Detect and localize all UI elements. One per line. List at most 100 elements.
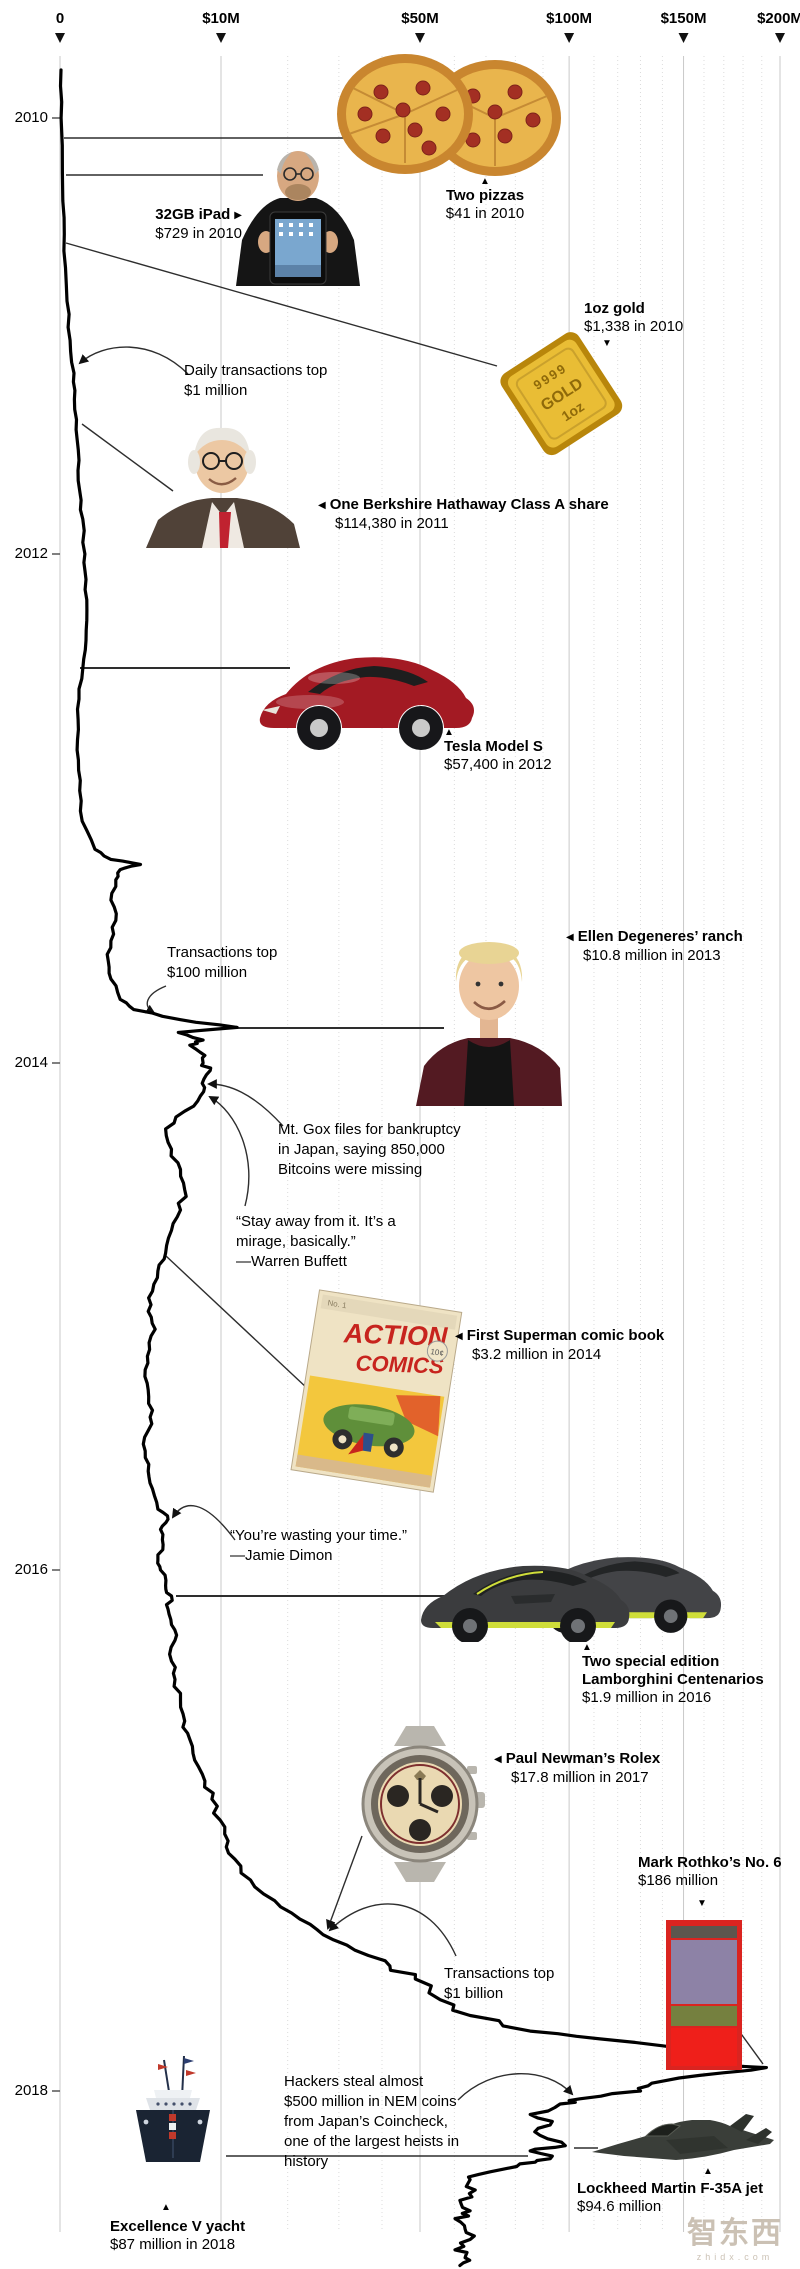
pizza-left-icon xyxy=(337,54,473,174)
annotation-title: Ellen Degeneres’ ranch xyxy=(577,928,743,945)
annotation-value: $1.9 million in 2016 xyxy=(582,1689,712,1706)
x-axis-label: $100M xyxy=(546,10,593,27)
bitcoin-transactions-line xyxy=(58,68,769,2268)
ellen-degeneres-image xyxy=(410,926,568,1111)
arrow-coincheck xyxy=(457,2073,574,2101)
pointer-left-icon: ◀ xyxy=(494,1754,502,1765)
annotation-value: $41 in 2010 xyxy=(445,205,525,222)
annotation-title: Paul Newman’s Rolex xyxy=(505,1750,661,1767)
action-comics-image: No. 1 ACTION COMICS 10¢ xyxy=(286,1285,467,1501)
annotation-value: $114,380 in 2011 xyxy=(335,515,449,532)
event-coincheck-hack: Hackers steal almost $500 million in NEM… xyxy=(284,2073,460,2170)
annotation-yacht: Excellence V yacht $87 million in 2018 xyxy=(110,2218,245,2254)
annotation-title: Two pizzas xyxy=(445,187,525,204)
arrow-transactions-100m xyxy=(144,985,167,1014)
annotation-title: 32GB iPad xyxy=(155,206,231,223)
annotation-value: $57,400 in 2012 xyxy=(444,756,552,773)
annotation-tesla: ▲ Tesla Model S $57,400 in 2012 xyxy=(444,727,552,774)
annotation-title: Tesla Model S xyxy=(444,738,543,755)
watermark: 智东西 zhidx.com xyxy=(687,2208,783,2262)
excellence-v-yacht-image xyxy=(112,2052,234,2167)
arrow-rolex xyxy=(326,1835,363,1930)
year-label: 2016 xyxy=(14,1561,48,1578)
annotation-title: Lockheed Martin F-35A jet xyxy=(577,2180,764,2197)
annotation-lamborghini: ▲ Two special edition Lamborghini Centen… xyxy=(582,1642,764,1707)
annotation-jet: Lockheed Martin F-35A jet $94.6 million xyxy=(577,2180,763,2216)
lamborghini-left-icon xyxy=(421,1565,630,1644)
axis-tick-arrow-icon xyxy=(55,33,65,43)
event-transactions-top-1b: Transactions top $1 billion xyxy=(444,1965,555,2002)
axis-tick-arrow-icon xyxy=(775,33,785,43)
annotation-rothko: Mark Rothko’s No. 6 $186 million xyxy=(638,1854,782,1890)
callout-line-superman xyxy=(165,1255,325,1405)
pointer-right-icon: ▶ xyxy=(234,210,242,221)
axis-tick-arrow-icon xyxy=(215,33,226,43)
axis-tick-arrow-icon xyxy=(678,33,689,43)
pointer-left-icon: ◀ xyxy=(566,932,574,943)
watermark-url: zhidx.com xyxy=(696,2252,774,2262)
arrow-transactions-1b xyxy=(328,1903,457,1957)
pointer-up-icon: ▲ xyxy=(582,1642,592,1653)
arrow-mtgox-2 xyxy=(208,1096,250,1207)
annotation-value: $1,338 in 2010 xyxy=(584,318,684,335)
annotation-value: $94.6 million xyxy=(577,2198,662,2215)
lamborghini-centenarios-image xyxy=(415,1536,723,1647)
svg-text:10¢: 10¢ xyxy=(430,1347,445,1358)
pointer-left-icon: ◀ xyxy=(318,500,326,511)
annotation-ellen: ◀ Ellen Degeneres’ ranch $10.8 million in… xyxy=(566,928,743,965)
annotation-title: Excellence V yacht xyxy=(110,2218,246,2235)
event-transactions-top-1m: Daily transactions top $1 million xyxy=(184,362,328,399)
pointer-up-icon: ▲ xyxy=(444,727,454,738)
event-dimon-quote: “You’re wasting your time.” —Jamie Dimon xyxy=(230,1527,408,1564)
x-axis-label: $150M xyxy=(660,10,707,27)
axis-tick-arrow-icon xyxy=(564,33,575,43)
arrow-transactions-1m xyxy=(78,346,189,375)
tesla-model-s-image xyxy=(250,626,482,767)
watermark-logo: 智东西 xyxy=(687,2217,783,2250)
gold-bar-image: 9999 GOLD 1oz xyxy=(498,320,624,475)
year-tick-dashes xyxy=(52,117,60,2092)
annotation-rolex: ◀ Paul Newman’s Rolex $17.8 million in 20… xyxy=(494,1750,660,1787)
pointer-down-icon: ▼ xyxy=(602,338,612,349)
pointer-down-icon: ▼ xyxy=(697,1898,707,1909)
pointer-left-icon: ◀ xyxy=(455,1331,463,1342)
annotation-value: $17.8 million in 2017 xyxy=(511,1769,649,1786)
axis-tick-arrow-icon xyxy=(415,33,425,43)
callout-line-berkshire xyxy=(81,423,174,492)
annotation-value: $3.2 million in 2014 xyxy=(472,1346,602,1363)
rothko-no6-image xyxy=(666,1920,742,2075)
rolex-watch-image xyxy=(348,1724,492,1889)
pointer-up-icon: ▲ xyxy=(480,176,490,187)
callout-lines xyxy=(64,137,764,2157)
two-pizzas-image xyxy=(333,48,565,185)
x-axis-label: $10M xyxy=(202,10,240,27)
event-mtgox-bankruptcy: Mt. Gox files for bankruptcy in Japan, s… xyxy=(278,1121,461,1178)
annotation-value: $186 million xyxy=(638,1872,719,1889)
pointer-up-icon: ▲ xyxy=(161,2202,171,2213)
pointer-up-icon: ▲ xyxy=(703,2166,713,2177)
callout-line-gold xyxy=(65,242,498,367)
x-axis-label: $50M xyxy=(401,10,439,27)
annotation-superman: ◀ First Superman comic book $3.2 million … xyxy=(455,1327,664,1364)
svg-text:No. 1: No. 1 xyxy=(327,1298,348,1310)
annotation-value: $10.8 million in 2013 xyxy=(583,947,721,964)
year-label: 2014 xyxy=(14,1054,48,1071)
f35-jet-image xyxy=(588,2110,783,2177)
pizza-right-icon xyxy=(429,60,561,176)
annotation-title: First Superman comic book xyxy=(466,1327,665,1344)
arrow-dimon xyxy=(171,1504,236,1541)
gridlines xyxy=(59,56,781,2232)
year-label: 2012 xyxy=(14,545,48,562)
annotation-title: One Berkshire Hathaway Class A share xyxy=(329,496,609,513)
event-buffett-quote: “Stay away from it. It’s a mirage, basic… xyxy=(236,1213,396,1270)
x-axis-label: $200M xyxy=(757,10,800,27)
year-label: 2018 xyxy=(14,2082,48,2099)
axis-tick-arrows xyxy=(55,33,785,43)
annotation-title: Two special edition Lamborghini Centenar… xyxy=(582,1653,764,1688)
annotation-two-pizzas: ▲ Two pizzas $41 in 2010 xyxy=(405,176,565,223)
annotation-value: $87 million in 2018 xyxy=(110,2236,236,2253)
arrow-mtgox-1 xyxy=(207,1079,284,1127)
annotation-value: $729 in 2010 xyxy=(155,225,242,242)
event-transactions-top-100m: Transactions top $100 million xyxy=(167,944,278,981)
